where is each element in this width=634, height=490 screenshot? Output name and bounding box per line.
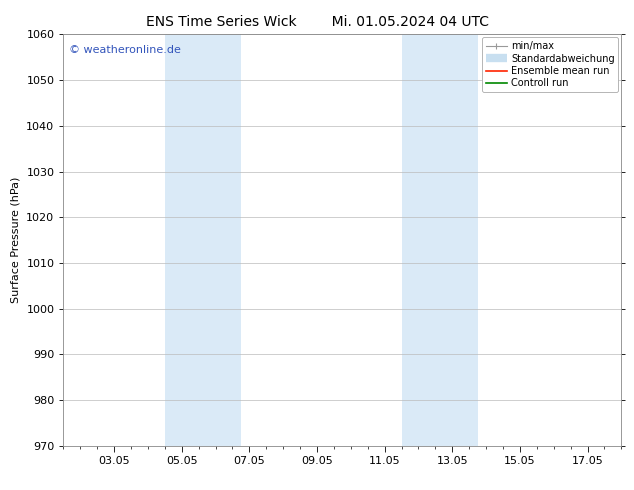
Text: © weatheronline.de: © weatheronline.de <box>69 45 181 54</box>
Y-axis label: Surface Pressure (hPa): Surface Pressure (hPa) <box>11 177 21 303</box>
Bar <box>165 34 241 446</box>
Bar <box>401 34 477 446</box>
Legend: min/max, Standardabweichung, Ensemble mean run, Controll run: min/max, Standardabweichung, Ensemble me… <box>482 37 618 92</box>
Text: ENS Time Series Wick        Mi. 01.05.2024 04 UTC: ENS Time Series Wick Mi. 01.05.2024 04 U… <box>145 15 489 29</box>
